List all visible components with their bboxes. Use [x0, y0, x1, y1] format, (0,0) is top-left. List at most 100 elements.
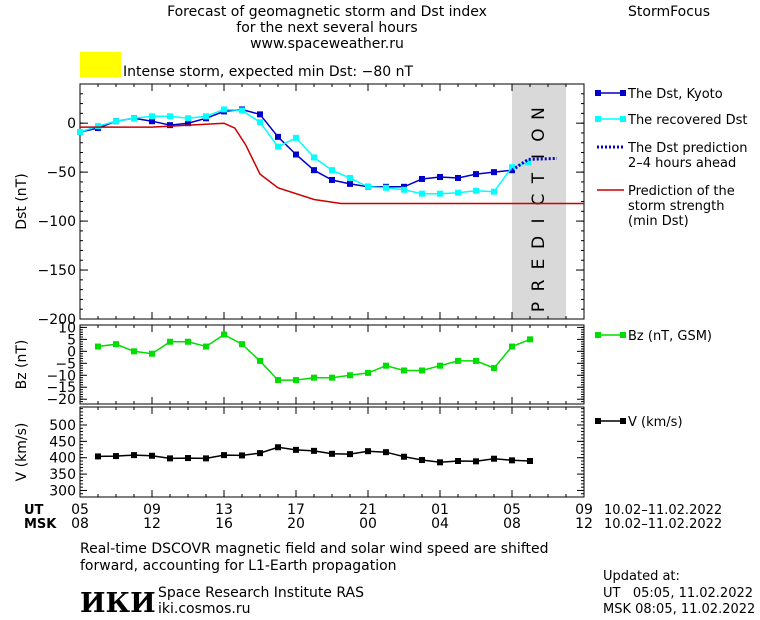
bz-ylabel: Bz (nT): [14, 340, 30, 390]
bz-series-0-point: [113, 341, 119, 348]
bz-series-0-point: [203, 343, 209, 350]
dst-series-1-point: [113, 118, 119, 125]
dst-legend-label: The Dst, Kyoto: [627, 87, 723, 102]
alert-text: Intense storm, expected min Dst: −80 nT: [123, 64, 413, 80]
speed-series-0-point: [365, 448, 371, 455]
speed-series-0-point: [185, 455, 191, 462]
speed-legend-label: V (km/s): [628, 415, 683, 430]
dst-series-1-point: [239, 107, 245, 114]
dst-legend-label: (min Dst): [628, 214, 689, 229]
dst-legend-label: The recovered Dst: [627, 113, 747, 128]
bz-series-0-point: [419, 367, 425, 374]
bz-series-0-point: [383, 362, 389, 369]
dst-series-1-point: [167, 113, 173, 120]
bz-series-0-point: [491, 365, 497, 372]
speed-series-0-point: [113, 453, 119, 460]
updated-label: Updated at:: [603, 569, 680, 584]
storm-alert: Intense storm, expected min Dst: −80 nT: [80, 52, 413, 80]
prediction-letter: R: [529, 279, 549, 291]
dst-series-0-line: [79, 108, 513, 188]
alert-color-swatch: [80, 52, 121, 77]
dst-series-1-point: [437, 190, 443, 197]
bz-series-0-point: [365, 369, 371, 376]
bz-series-0-point: [293, 377, 299, 384]
dst-series-1-point: [329, 167, 335, 174]
bz-legend-label: Bz (nT, GSM): [628, 329, 712, 344]
bz-series-0-point: [149, 350, 155, 357]
prediction-letter: T: [529, 172, 549, 184]
dst-legend-label: The Dst prediction: [627, 141, 748, 156]
bz-ytick-label: −20: [46, 392, 76, 408]
dst-series-1-point: [293, 134, 299, 141]
dst-series-0-point: [257, 111, 263, 118]
title-line-1: Forecast of geomagnetic storm and Dst in…: [167, 4, 487, 20]
prediction-band: [512, 84, 566, 319]
dst-ytick-label: −100: [38, 214, 76, 230]
dst-series-0-point: [419, 175, 425, 182]
speed-series-0-point: [203, 455, 209, 462]
bz-ytick-label: 5: [67, 332, 76, 348]
dst-series-0-point: [329, 176, 335, 183]
bz-series-0-point: [437, 362, 443, 369]
speed-ytick-label: 450: [49, 434, 76, 450]
dst-series-0-point: [347, 180, 353, 187]
dst-series-0-point: [275, 133, 281, 140]
ut-tick-label: 21: [359, 502, 377, 518]
dst-series-1-point: [383, 184, 389, 191]
dst-series-0-point: [473, 171, 479, 178]
dst-series-0-point: [311, 167, 317, 174]
header: Forecast of geomagnetic storm and Dst in…: [167, 4, 710, 52]
bz-frame: [79, 324, 585, 405]
footer: Real-time DSCOVR magnetic field and sola…: [80, 541, 755, 619]
bz-ytick-label: −10: [46, 368, 76, 384]
dst-series-1-point: [401, 186, 407, 193]
ut-tick-label: 09: [575, 502, 593, 518]
bz-series-0-point: [167, 338, 173, 345]
bz-series-0-line: [97, 333, 531, 381]
speed-series-0-point: [419, 457, 425, 464]
speed-series-0-point: [329, 450, 335, 457]
speed-series-0-point: [131, 452, 137, 459]
speed-series-0-point: [383, 449, 389, 456]
speed-series-0-point: [293, 446, 299, 453]
footer-note-line-2: forward, accounting for L1-Earth propaga…: [80, 558, 397, 574]
bz-legend-marker: [620, 332, 626, 338]
dst-series-1-point: [131, 115, 137, 122]
prediction-letter: I: [529, 154, 549, 159]
bz-series-0-point: [239, 341, 245, 348]
dst-series-0-point: [293, 151, 299, 158]
prediction-letter: N: [529, 107, 549, 120]
dst-series-1-point: [185, 115, 191, 122]
ut-tick-label: 05: [71, 502, 89, 518]
speed-ytick-label: 500: [49, 418, 76, 434]
updated-ut: UT 05:05, 11.02.2022: [603, 586, 753, 601]
brand-name: StormFocus: [628, 4, 710, 20]
dst-ylabel: Dst (nT): [14, 173, 30, 229]
dst-ytick-label: −200: [38, 312, 76, 328]
bz-series-0-point: [329, 374, 335, 381]
bz-series-0-point: [527, 336, 533, 343]
speed-series-0-point: [455, 458, 461, 464]
speed-series-0-point: [239, 452, 245, 459]
speed-ytick-label: 350: [49, 467, 76, 483]
msk-tick-label: 12: [575, 516, 593, 532]
speed-series-0-point: [95, 453, 101, 460]
msk-tick-label: 16: [215, 516, 233, 532]
ut-tick-label: 13: [215, 502, 233, 518]
dst-legend-label: 2–4 hours ahead: [628, 156, 736, 171]
prediction-letter: C: [529, 194, 549, 206]
footer-note-line-1: Real-time DSCOVR magnetic field and sola…: [80, 541, 549, 557]
dst-ytick-label: 0: [67, 116, 76, 132]
dst-series-0-point: [185, 120, 191, 127]
speed-series-0-point: [509, 457, 515, 464]
title-line-2: for the next several hours: [236, 20, 417, 36]
dst-ytick-label: −50: [46, 165, 76, 181]
speed-series-0-point: [275, 444, 281, 451]
dst-series-1-point: [203, 113, 209, 120]
dst-series-0-point: [149, 118, 155, 125]
prediction-letter: O: [529, 128, 549, 141]
bz-series-0-point: [473, 357, 479, 364]
